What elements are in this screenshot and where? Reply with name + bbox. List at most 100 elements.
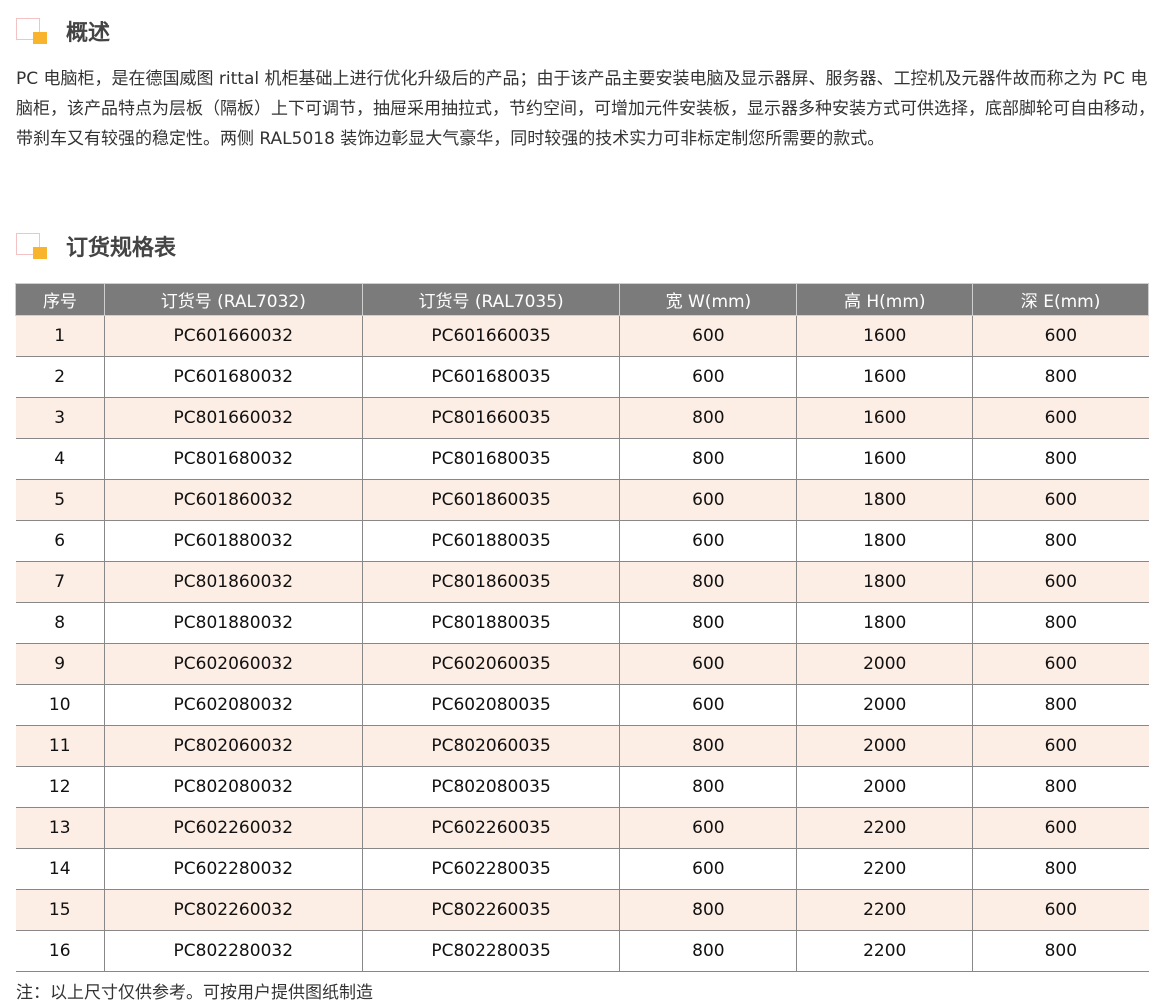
table-cell: 600 [619, 684, 797, 726]
table-cell: 800 [619, 602, 797, 644]
table-cell: 600 [972, 725, 1149, 767]
table-cell: 1800 [796, 602, 973, 644]
table-cell: 7 [15, 561, 105, 603]
table-cell: 16 [15, 930, 105, 972]
table-cell: 5 [15, 479, 105, 521]
table-cell: 800 [972, 684, 1149, 726]
table-row: 15 PC802260032 PC802260035 800 2200 600 [15, 889, 1149, 931]
table-row: 2 PC601680032 PC601680035 600 1600 800 [15, 356, 1149, 398]
table-cell: 600 [619, 479, 797, 521]
table-row: 8 PC801880032 PC801880035 800 1800 800 [15, 602, 1149, 644]
column-header: 宽 W(mm) [619, 283, 798, 316]
table-row: 5 PC601860032 PC601860035 600 1800 600 [15, 479, 1149, 521]
table-cell: 600 [972, 479, 1149, 521]
table-row: 14 PC602280032 PC602280035 600 2200 800 [15, 848, 1149, 890]
table-cell: PC601680035 [361, 356, 620, 398]
column-header: 订货号 (RAL7032) [103, 283, 363, 316]
table-cell: PC801860035 [361, 561, 620, 603]
table-row: 10 PC602080032 PC602080035 600 2000 800 [15, 684, 1149, 726]
table-row: 1 PC601660032 PC601660035 600 1600 600 [15, 315, 1149, 357]
table-cell: 1800 [796, 479, 973, 521]
table-row: 12 PC802080032 PC802080035 800 2000 800 [15, 766, 1149, 808]
table-cell: 2000 [796, 766, 973, 808]
table-cell: 9 [15, 643, 105, 685]
column-header: 序号 [15, 283, 105, 316]
overview-title: 概述 [66, 21, 111, 46]
table-cell: 800 [619, 725, 797, 767]
table-cell: PC602060032 [103, 643, 363, 685]
table-cell: 2200 [796, 848, 973, 890]
table-row: 16 PC802280032 PC802280035 800 2200 800 [15, 930, 1149, 972]
table-cell: PC802260032 [103, 889, 363, 931]
table-cell: PC801880032 [103, 602, 363, 644]
table-cell: PC602060035 [361, 643, 620, 685]
table-cell: 600 [619, 848, 797, 890]
table-cell: 2000 [796, 643, 973, 685]
table-cell: 800 [619, 561, 797, 603]
table-cell: 600 [619, 356, 797, 398]
table-cell: 800 [619, 930, 797, 972]
table-cell: PC802280035 [361, 930, 620, 972]
table-cell: PC801680035 [361, 438, 620, 480]
table-cell: PC602260032 [103, 807, 363, 849]
table-cell: 1 [15, 315, 105, 357]
table-cell: 600 [619, 315, 797, 357]
table-cell: 2000 [796, 725, 973, 767]
spec-heading: 订货规格表 [16, 231, 176, 261]
table-cell: PC602080032 [103, 684, 363, 726]
table-cell: 600 [972, 397, 1149, 439]
column-header: 深 E(mm) [972, 283, 1149, 316]
column-header: 订货号 (RAL7035) [361, 283, 621, 316]
overview-text: PC 电脑柜，是在德国威图 rittal 机柜基础上进行优化升级后的产品；由于该… [16, 69, 1155, 149]
table-cell: 1600 [796, 397, 973, 439]
table-row: 9 PC602060032 PC602060035 600 2000 600 [15, 643, 1149, 685]
table-cell: 800 [972, 848, 1149, 890]
table-cell: PC601660035 [361, 315, 620, 357]
table-note: 注：以上尺寸仅供参考。可按用户提供图纸制造 [16, 983, 373, 1003]
table-cell: PC802080035 [361, 766, 620, 808]
table-cell: PC801660032 [103, 397, 363, 439]
table-cell: PC601680032 [103, 356, 363, 398]
table-cell: 1600 [796, 438, 973, 480]
table-cell: 4 [15, 438, 105, 480]
table-cell: 800 [972, 438, 1149, 480]
heading-square-icon [16, 231, 50, 261]
table-cell: PC801880035 [361, 602, 620, 644]
table-cell: 14 [15, 848, 105, 890]
table-cell: 800 [619, 766, 797, 808]
spec-table: 序号 订货号 (RAL7032) 订货号 (RAL7035) 宽 W(mm) 高 H(m… [15, 283, 1149, 972]
table-cell: 600 [972, 807, 1149, 849]
table-cell: 2200 [796, 889, 973, 931]
table-cell: 600 [972, 643, 1149, 685]
overview-heading: 概述 [16, 16, 110, 46]
table-cell: PC601660032 [103, 315, 363, 357]
table-cell: 1600 [796, 315, 973, 357]
table-cell: PC801660035 [361, 397, 620, 439]
table-cell: 800 [972, 602, 1149, 644]
table-cell: PC601860032 [103, 479, 363, 521]
table-cell: PC601880035 [361, 520, 620, 562]
table-cell: PC602260035 [361, 807, 620, 849]
table-cell: 12 [15, 766, 105, 808]
table-cell: 1800 [796, 520, 973, 562]
table-row: 7 PC801860032 PC801860035 800 1800 600 [15, 561, 1149, 603]
table-cell: 6 [15, 520, 105, 562]
table-cell: 600 [972, 561, 1149, 603]
table-row: 13 PC602260032 PC602260035 600 2200 600 [15, 807, 1149, 849]
table-cell: 800 [972, 356, 1149, 398]
table-cell: PC602080035 [361, 684, 620, 726]
table-cell: PC802280032 [103, 930, 363, 972]
table-cell: PC601880032 [103, 520, 363, 562]
table-row: 4 PC801680032 PC801680035 800 1600 800 [15, 438, 1149, 480]
table-cell: 600 [972, 889, 1149, 931]
table-cell: PC801860032 [103, 561, 363, 603]
spec-title: 订货规格表 [66, 236, 177, 261]
table-cell: 13 [15, 807, 105, 849]
table-row: 3 PC801660032 PC801660035 800 1600 600 [15, 397, 1149, 439]
column-header: 高 H(mm) [796, 283, 974, 316]
table-cell: 800 [619, 889, 797, 931]
table-cell: PC601860035 [361, 479, 620, 521]
table-cell: 10 [15, 684, 105, 726]
table-cell: 800 [619, 438, 797, 480]
table-cell: PC602280035 [361, 848, 620, 890]
